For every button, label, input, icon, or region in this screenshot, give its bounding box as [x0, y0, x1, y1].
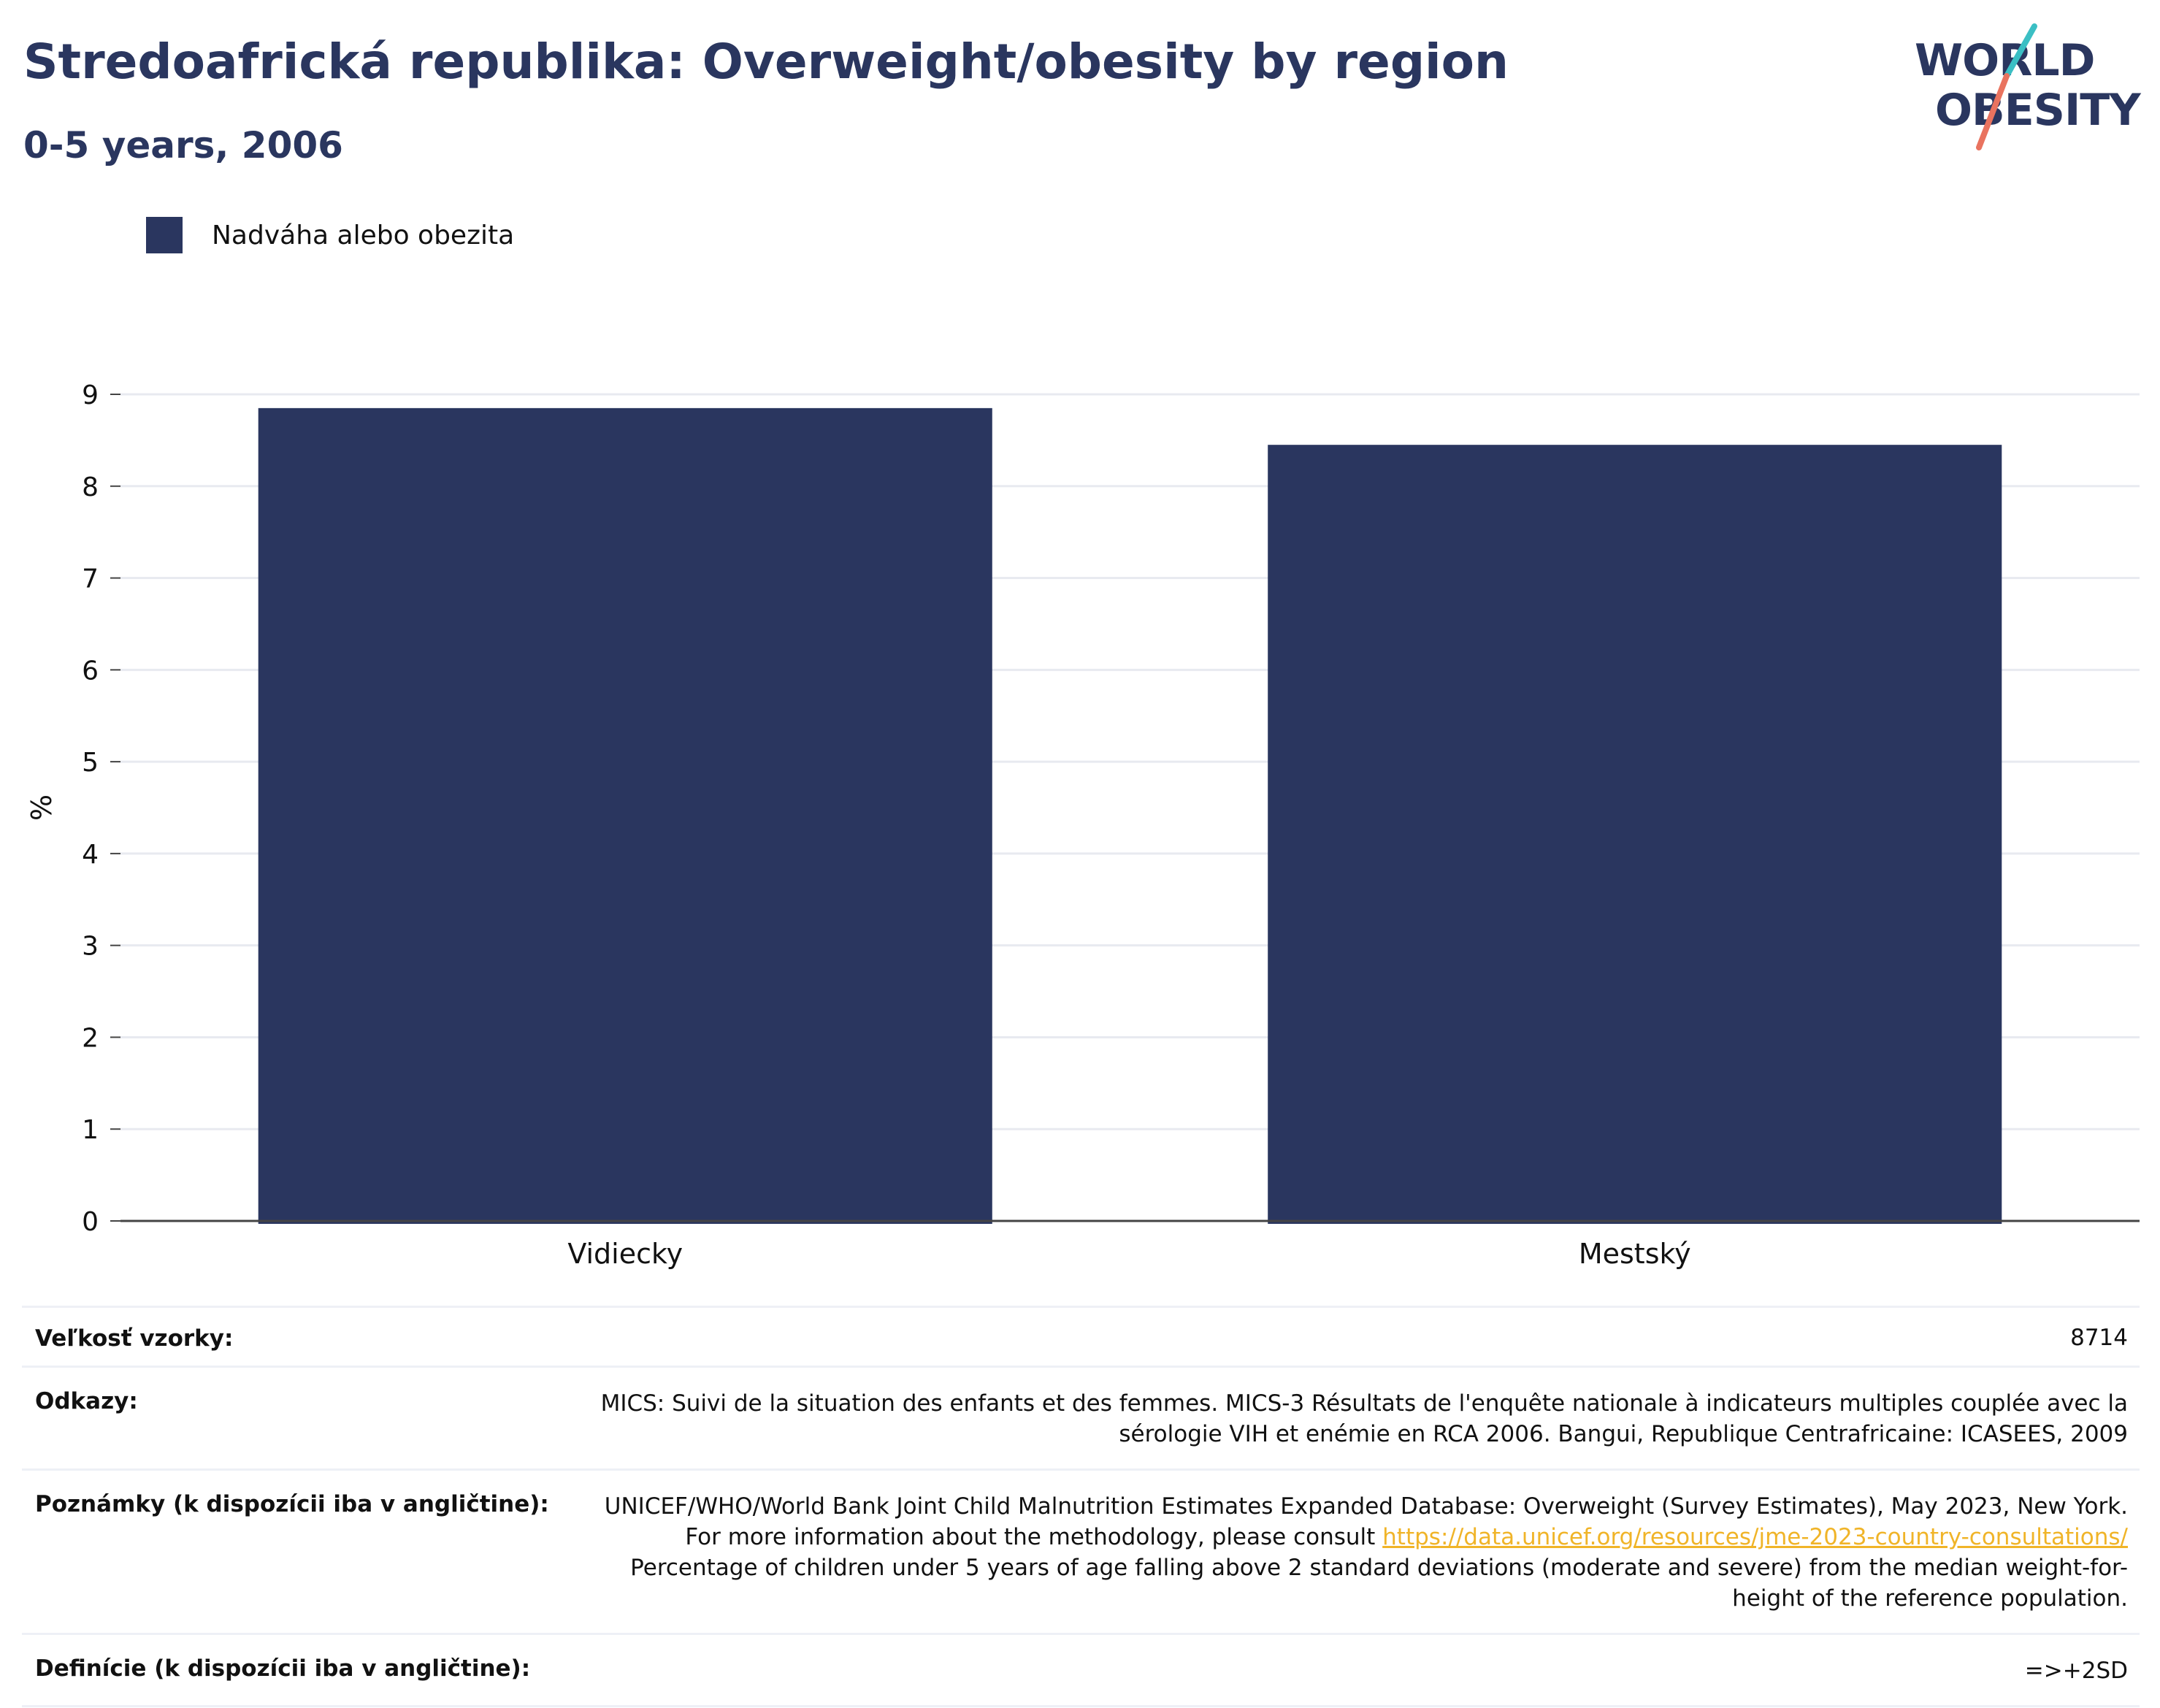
bar: [1268, 445, 2002, 1225]
y-tick-label: 8: [82, 472, 99, 502]
info-row-definitions: Definície (k dispozícii iba v angličtine…: [22, 1633, 2140, 1707]
definitions-value: =>+2SD: [2024, 1658, 2128, 1684]
y-tick-label: 5: [82, 748, 99, 778]
x-tick-label: Vidiecky: [567, 1238, 683, 1270]
info-row-references: Odkazy: MICS: Suivi de la situation des …: [22, 1366, 2140, 1468]
y-tick-label: 1: [82, 1115, 99, 1145]
chart-subtitle: 0-5 years, 2006: [23, 124, 343, 166]
notes-text-before: UNICEF/WHO/World Bank Joint Child Malnut…: [604, 1493, 2128, 1550]
logo-slash-icon: [1976, 23, 2037, 150]
world-obesity-logo: WORLD OBESITY: [1906, 22, 2147, 153]
logo-text-line2: OBESITY: [1935, 85, 2141, 136]
notes-value: UNICEF/WHO/World Bank Joint Child Malnut…: [578, 1491, 2128, 1614]
y-axis-label: %: [26, 794, 58, 821]
notes-label: Poznámky (k dispozícii iba v angličtine)…: [35, 1491, 549, 1517]
bar: [258, 407, 992, 1224]
y-tick-label: 4: [82, 840, 99, 870]
info-table: Veľkosť vzorky: 8714 Odkazy: MICS: Suivi…: [22, 1306, 2140, 1707]
sample-size-value: 8714: [2070, 1325, 2128, 1351]
legend-label: Nadváha alebo obezita: [212, 220, 515, 250]
y-tick-label: 6: [82, 656, 99, 686]
info-row-notes: Poznámky (k dispozícii iba v angličtine)…: [22, 1468, 2140, 1633]
legend-swatch: [146, 217, 183, 253]
notes-text-after: Percentage of children under 5 years of …: [630, 1555, 2128, 1612]
references-label: Odkazy:: [35, 1388, 138, 1414]
definitions-label: Definície (k dispozícii iba v angličtine…: [35, 1655, 531, 1682]
references-value: MICS: Suivi de la situation des enfants …: [600, 1390, 2128, 1447]
sample-size-label: Veľkosť vzorky:: [35, 1325, 234, 1352]
info-row-sample-size: Veľkosť vzorky: 8714: [22, 1306, 2140, 1366]
chart-title: Stredoafrická republika: Overweight/obes…: [23, 34, 1509, 90]
bar-chart: 0 1 2 3 4 5 6 7 8 9% Vidiecky Mestský: [26, 380, 2140, 1270]
chart-legend: Nadváha alebo obezita: [146, 216, 514, 254]
y-tick-label: 0: [82, 1207, 99, 1237]
y-tick-label: 9: [82, 380, 99, 410]
x-tick-label: Mestský: [1579, 1238, 1691, 1270]
y-tick-label: 3: [82, 932, 99, 962]
notes-link[interactable]: https://data.unicef.org/resources/jme-20…: [1382, 1524, 2128, 1550]
y-tick-label: 7: [82, 564, 99, 594]
y-tick-label: 2: [82, 1023, 99, 1053]
